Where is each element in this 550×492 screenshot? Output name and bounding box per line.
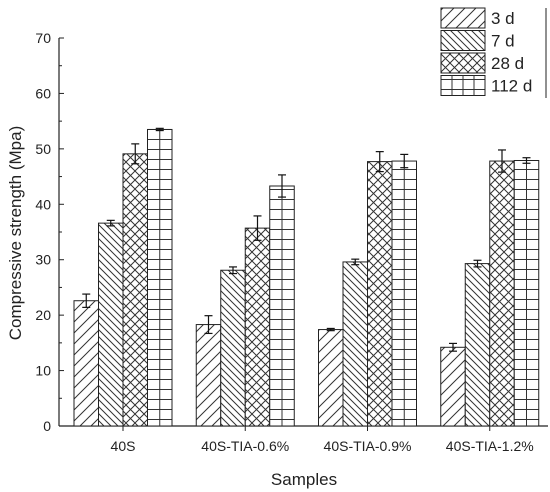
bar: [195, 324, 222, 427]
x-tick-label: 40S-TIA-1.2%: [446, 438, 534, 454]
legend-label: 3 d: [491, 9, 515, 28]
x-tick-label: 40S: [111, 438, 136, 454]
y-axis-title: Compressive strength (Mpa): [6, 126, 25, 340]
y-tick-label: 20: [35, 307, 51, 323]
bar: [342, 261, 368, 427]
x-axis-title: Samples: [271, 470, 337, 489]
x-tick-label: 40S-TIA-0.9%: [324, 438, 412, 454]
y-tick-label: 10: [35, 363, 51, 379]
bar: [489, 160, 515, 427]
legend-label: 7 d: [491, 32, 515, 51]
y-tick-label: 40: [35, 196, 51, 212]
bar: [440, 346, 466, 427]
bar: [464, 263, 491, 427]
bar: [244, 227, 271, 427]
bar: [367, 161, 393, 427]
x-tick-label: 40S-TIA-0.6%: [201, 438, 289, 454]
y-tick-label: 30: [35, 252, 51, 268]
legend-label: 112 d: [491, 77, 532, 96]
y-tick-label: 50: [35, 141, 51, 157]
plot-area: 0 10 20 30 40 50 60 70 40S 40S-TIA-0.6% 40S-TIA-0.…: [35, 30, 548, 454]
bar: [318, 329, 344, 427]
bar: [98, 222, 124, 427]
bar: [220, 269, 246, 427]
legend-label: 28 d: [491, 54, 524, 73]
bar: [73, 300, 99, 427]
y-tick-label: 0: [43, 418, 51, 434]
legend-swatch: [440, 7, 486, 29]
y-tick-label: 70: [35, 30, 51, 46]
legend-swatch: [440, 30, 486, 51]
y-tick-label: 60: [35, 85, 51, 101]
legend: 3 d 7 d 28 d 112 d: [440, 7, 547, 98]
bar: [122, 153, 148, 427]
legend-swatch: [440, 52, 486, 74]
